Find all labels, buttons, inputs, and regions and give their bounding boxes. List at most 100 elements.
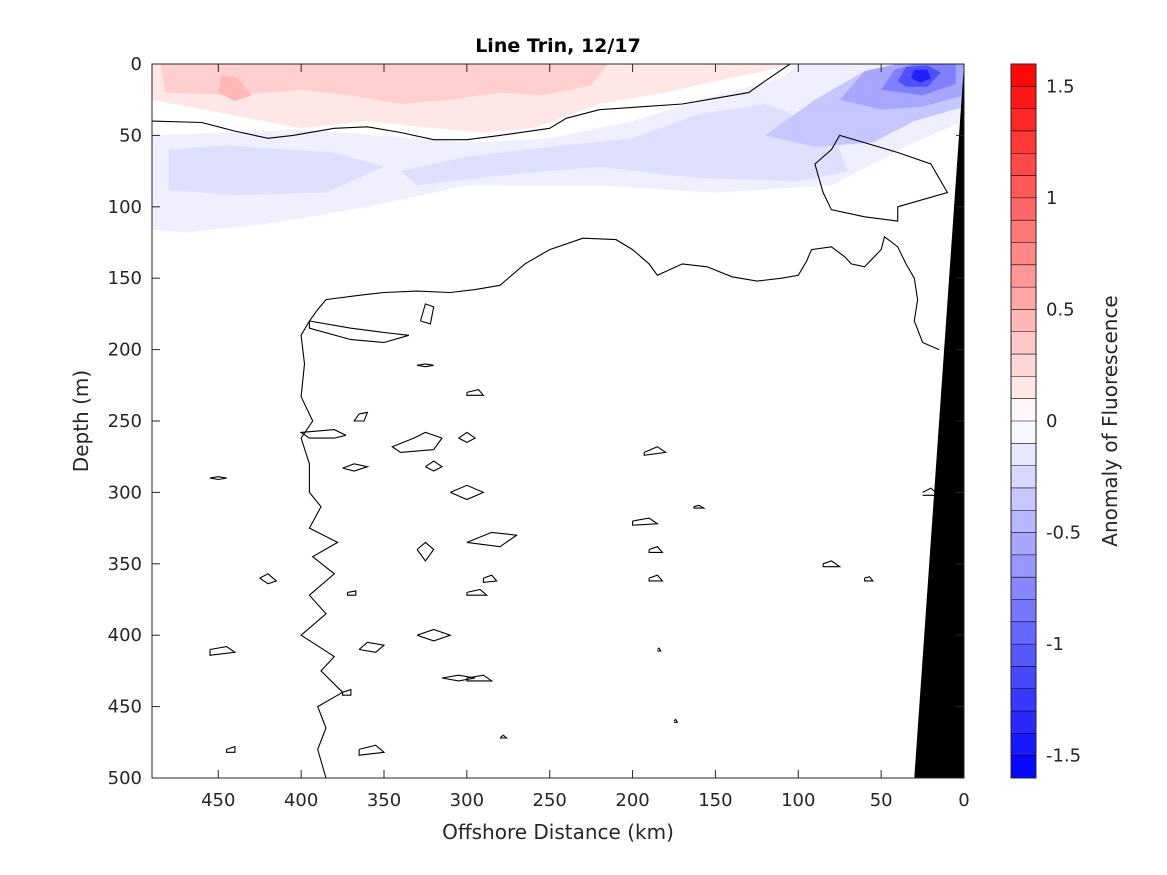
zero-contour-line-28 [499,734,509,739]
colorbar-swatch [1011,354,1036,377]
zero-contour-line-10 [353,411,369,422]
x-tick-label: 200 [615,790,649,811]
zero-contour-line-26 [342,688,352,696]
x-tick-label: 300 [450,790,484,811]
x-tick-label: 400 [284,790,318,811]
y-tick-label: 450 [108,697,142,718]
zero-contour-line-27 [358,744,386,756]
colorbar-swatch [1011,577,1036,600]
colorbar-swatch [1011,220,1036,243]
colorbar-swatch [1011,331,1036,355]
colorbar-tick-label: -0.5 [1046,523,1081,544]
zero-contour-line-16 [209,476,227,481]
zero-contour-line-18 [346,590,357,596]
y-tick-label: 400 [108,625,142,646]
anomaly-fill-layer [152,64,964,233]
colorbar-swatch [1011,443,1036,466]
colorbar-swatch [1011,376,1036,399]
colorbar-swatch [1011,510,1036,533]
colorbar-swatch [1011,465,1036,489]
zero-contour-line-23 [209,646,237,656]
colorbar-swatch [1011,755,1036,779]
y-tick-label: 150 [108,268,142,289]
y-tick-label: 250 [108,411,142,432]
colorbar-swatch [1011,733,1036,756]
colorbar-swatch [1011,599,1036,623]
colorbar-swatch [1011,86,1036,109]
zero-contour-line-37 [657,647,662,652]
colorbar-swatch [1011,242,1036,266]
colorbar-frame [1010,63,1037,779]
colorbar-tick-label: 1 [1046,188,1057,209]
anomaly-region-10 [911,69,931,83]
zero-contour-line-29 [226,745,236,753]
zero-contour-line-14 [466,531,519,548]
zero-contour-line-8 [458,431,477,444]
y-tick-label: 0 [131,54,142,75]
zero-contour-line-15 [416,541,435,562]
zero-contour-line-25 [466,674,494,682]
colorbar-swatch [1011,264,1036,288]
colorbar-swatch [1011,108,1036,132]
anomaly-region-1 [160,64,608,104]
x-tick-label: 150 [698,790,732,811]
bathymetry-layer [914,64,964,778]
zero-contour-line-13 [450,484,485,501]
x-tick-label: 0 [958,790,969,811]
anomaly-region-2 [218,75,252,102]
zero-contour-line-36 [864,576,875,582]
anomaly-region-5 [400,104,848,186]
x-tick-label: 450 [201,790,235,811]
y-tick-label: 350 [108,554,142,575]
zero-contour-line-21 [358,641,386,653]
x-tick-label: 50 [870,790,893,811]
colorbar-swatch [1011,153,1036,176]
zero-contour-line-7 [391,431,443,453]
colorbar-swatch [1011,197,1036,221]
colorbar-swatch [1011,487,1036,511]
zero-contour-line-3 [308,320,410,344]
y-axis: 0 50 100 150 200 250 300 350 400 450 500 [108,54,964,789]
colorbar-swatch [1011,666,1036,690]
y-axis-label: Depth (m) [69,370,93,472]
colorbar-tick-label: 0.5 [1046,299,1075,320]
colorbar-tick-label: 0 [1046,411,1057,432]
zero-contour-layer [152,64,949,778]
y-tick-label: 300 [108,482,142,503]
colorbar-swatch [1011,688,1036,712]
zero-contour-line-19 [466,588,489,596]
colorbar-swatch [1011,309,1036,333]
x-axis-label: Offshore Distance (km) [442,820,674,844]
zero-contour-line-2 [300,235,940,778]
colorbar-swatch [1011,532,1036,556]
zero-contour-line-4 [419,303,435,325]
zero-contour-line-22 [416,628,452,642]
zero-contour-line-0 [152,64,791,141]
colorbar-label: Anomaly of Fluorescence [1098,295,1122,546]
zero-contour-line-34 [693,504,706,509]
zero-contour-line-30 [643,446,668,456]
bathymetry-seafloor [914,64,964,778]
zero-contour-line-32 [648,546,664,553]
zero-contour-line-5 [417,363,434,368]
zero-contour-line-12 [342,463,370,472]
colorbar-swatch [1011,287,1036,310]
zero-contour-line-11 [425,460,444,472]
colorbar-swatch [1011,64,1036,87]
colorbar-swatch [1011,130,1036,154]
colorbar-swatch [1011,711,1036,734]
zero-contour-line-6 [466,388,485,396]
colorbar-swatch [1011,175,1036,199]
colorbar-swatch [1011,621,1036,645]
y-tick-label: 50 [119,125,142,146]
zero-contour-line-38 [673,718,679,723]
y-tick-label: 500 [108,768,142,789]
zero-contour-line-17 [259,573,278,585]
colorbar: 1.5 1 0.5 0 -0.5 -1 -1.5 [1010,63,1081,779]
zero-contour-line-31 [632,517,660,526]
colorbar-swatch [1011,644,1036,667]
x-tick-label: 350 [367,790,401,811]
colorbar-tick-label: -1 [1046,634,1064,655]
zero-contour-line-20 [482,574,498,584]
